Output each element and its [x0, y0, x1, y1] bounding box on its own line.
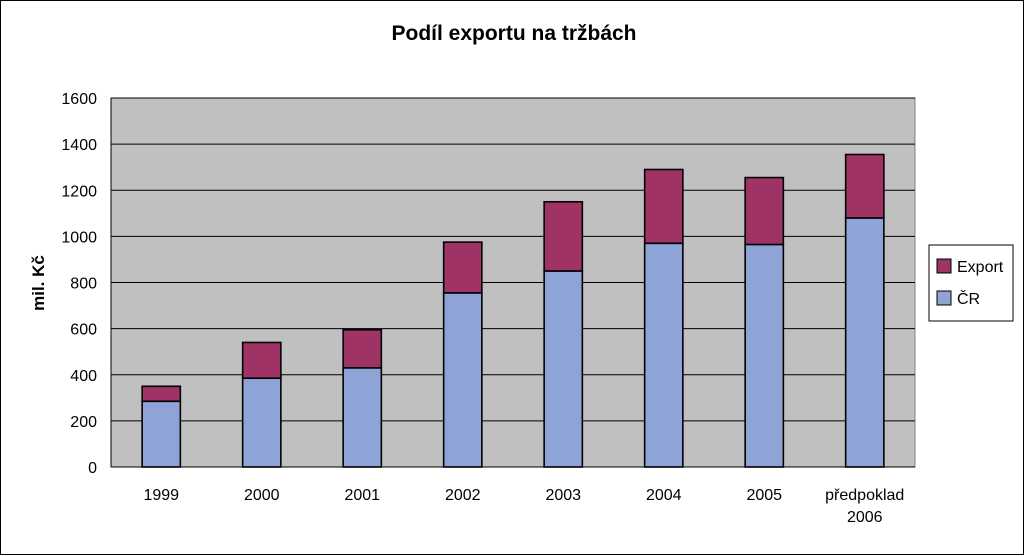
bar-export-5 [643, 168, 684, 245]
x-tick-label: 2001 [344, 487, 380, 504]
y-tick-label: 200 [70, 414, 97, 431]
y-axis-label: mil. Kč [29, 255, 48, 311]
bar-cr-0 [141, 400, 182, 468]
y-tick-label: 1200 [61, 183, 97, 200]
bar-cr-2 [342, 367, 383, 468]
y-tick-label: 1000 [61, 229, 97, 246]
y-tick-label: 800 [70, 276, 97, 293]
x-tick-label: 2005 [746, 487, 782, 504]
bar-cr-4 [543, 270, 584, 468]
y-tick-label: 1400 [61, 137, 97, 154]
bar-cr-5 [643, 242, 684, 468]
y-tick-label: 600 [70, 322, 97, 339]
x-tick-label: 2000 [244, 487, 280, 504]
x-tick-label: 2003 [545, 487, 581, 504]
x-tick-label: 1999 [143, 487, 179, 504]
bar-export-4 [543, 200, 584, 272]
x-tick-label: 2004 [646, 487, 682, 504]
y-tick-label: 400 [70, 368, 97, 385]
legend-swatch [936, 290, 952, 306]
chart-title: Podíl exportu na tržbách [391, 22, 636, 45]
bar-export-6 [744, 176, 785, 246]
x-tick-label: 2006 [847, 509, 883, 526]
bar-export-0 [141, 385, 182, 403]
legend-label: Export [957, 259, 1004, 276]
bar-export-3 [442, 241, 483, 294]
bar-export-2 [342, 328, 383, 369]
bar-export-7 [844, 153, 885, 219]
y-tick-label: 1600 [61, 91, 97, 108]
legend-label: ČR [957, 289, 980, 308]
bar-cr-7 [844, 217, 885, 468]
bar-cr-6 [744, 243, 785, 468]
legend-box [928, 244, 1014, 322]
bar-cr-1 [241, 377, 282, 468]
bar-cr-3 [442, 292, 483, 468]
y-tick-label: 0 [88, 460, 97, 477]
x-tick-label: předpoklad [825, 487, 904, 504]
bar-export-1 [241, 341, 282, 380]
plot-area: 0 200 400 600 800 1000 1200 1400 1600 1999 2000 200… [61, 91, 916, 526]
legend-swatch [936, 258, 952, 274]
legend: Export ČR [928, 244, 1014, 322]
x-tick-label: 2002 [445, 487, 481, 504]
